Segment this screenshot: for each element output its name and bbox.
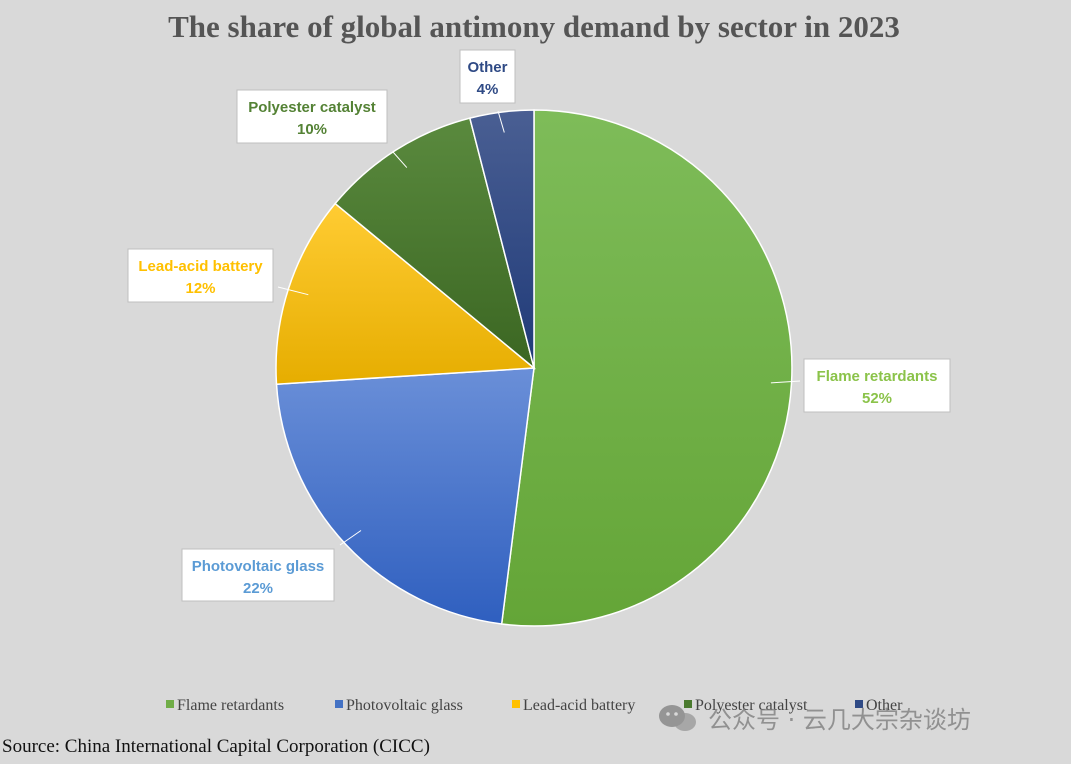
chart-title: The share of global antimony demand by s… <box>168 9 900 44</box>
legend-label: Flame retardants <box>177 697 284 714</box>
data-label-name: Lead-acid battery <box>138 258 263 275</box>
data-label-name: Photovoltaic glass <box>192 558 325 575</box>
data-label-value: 4% <box>477 81 499 98</box>
data-label-value: 22% <box>243 580 273 597</box>
data-label-box <box>127 248 274 303</box>
pie-slice-flame-retardants <box>500 109 793 627</box>
legend-swatch <box>166 700 174 708</box>
legend-label: Polyester catalyst <box>695 697 808 714</box>
pie-slice-lead-acid-battery <box>275 202 536 385</box>
data-label-box <box>181 548 335 602</box>
data-label-box <box>803 358 951 413</box>
legend-swatch <box>335 700 343 708</box>
leader-line <box>339 530 362 546</box>
data-label-value: 52% <box>862 390 892 407</box>
source-note: Source: China International Capital Corp… <box>2 736 430 757</box>
data-label-box <box>459 49 516 104</box>
legend-swatch <box>684 700 692 708</box>
legend-label: Photovoltaic glass <box>346 697 463 714</box>
data-label-value: 12% <box>185 280 215 297</box>
watermark: 公众号 · 云几大宗杂谈坊 <box>656 700 971 735</box>
data-label-value: 10% <box>297 121 327 138</box>
watermark-text: 公众号 · 云几大宗杂谈坊 <box>708 706 971 734</box>
pie-slice-photovoltaic-glass <box>275 367 535 625</box>
leader-line <box>770 380 801 384</box>
pie-slice-polyester-catalyst <box>334 117 536 371</box>
legend-label: Other <box>866 697 903 714</box>
data-label-name: Flame retardants <box>817 368 938 385</box>
legend-label: Lead-acid battery <box>523 697 635 714</box>
leader-line <box>277 286 309 296</box>
legend-swatch <box>855 700 863 708</box>
leader-line <box>497 110 505 133</box>
legend-swatch <box>512 700 520 708</box>
data-label-box <box>236 89 388 144</box>
leader-line <box>392 151 408 168</box>
data-label-name: Polyester catalyst <box>248 99 376 116</box>
wechat-icon <box>659 704 696 731</box>
data-label-name: Other <box>467 59 507 76</box>
pie-slice-other <box>468 109 535 369</box>
